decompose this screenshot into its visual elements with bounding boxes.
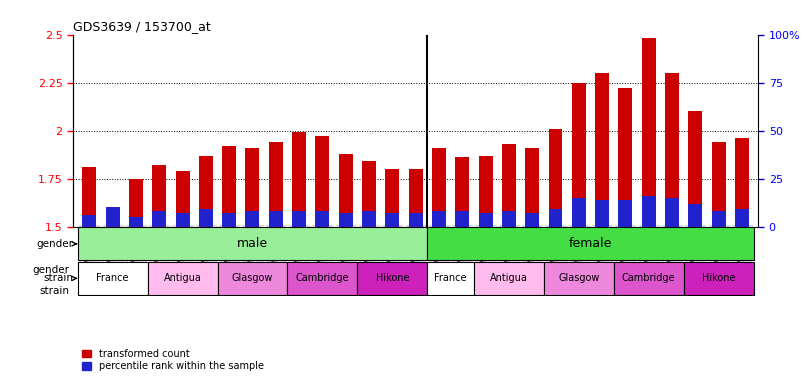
Text: strain: strain bbox=[44, 273, 76, 283]
Bar bbox=[222, 213, 236, 227]
Bar bbox=[175, 171, 190, 227]
Bar bbox=[409, 169, 423, 227]
Bar bbox=[339, 213, 353, 227]
Bar bbox=[502, 144, 516, 227]
Bar bbox=[712, 211, 726, 227]
Bar bbox=[455, 157, 470, 227]
Text: Antigua: Antigua bbox=[164, 273, 201, 283]
Bar bbox=[148, 262, 217, 295]
Bar bbox=[735, 209, 749, 227]
Bar bbox=[572, 198, 586, 227]
Bar bbox=[78, 262, 148, 295]
Bar bbox=[642, 196, 656, 227]
Bar bbox=[665, 73, 679, 227]
Text: male: male bbox=[237, 237, 268, 250]
Text: GDS3639 / 153700_at: GDS3639 / 153700_at bbox=[73, 20, 211, 33]
Bar bbox=[362, 211, 376, 227]
Text: Cambridge: Cambridge bbox=[296, 273, 350, 283]
Bar bbox=[478, 156, 492, 227]
Bar bbox=[129, 179, 143, 227]
Bar bbox=[246, 148, 260, 227]
Bar bbox=[614, 262, 684, 295]
Bar bbox=[409, 213, 423, 227]
Bar bbox=[432, 211, 446, 227]
Bar bbox=[735, 138, 749, 227]
Bar bbox=[478, 213, 492, 227]
Bar bbox=[358, 262, 427, 295]
Bar bbox=[82, 167, 97, 227]
Bar bbox=[292, 211, 306, 227]
Bar bbox=[315, 136, 329, 227]
Bar bbox=[287, 262, 358, 295]
Bar bbox=[152, 165, 166, 227]
Text: Glasgow: Glasgow bbox=[232, 273, 273, 283]
Text: France: France bbox=[435, 273, 467, 283]
Bar bbox=[246, 211, 260, 227]
Bar bbox=[199, 209, 212, 227]
Bar bbox=[619, 200, 633, 227]
Bar bbox=[544, 262, 614, 295]
Text: gender: gender bbox=[36, 239, 76, 249]
Bar bbox=[595, 73, 609, 227]
Bar bbox=[268, 211, 283, 227]
Bar bbox=[217, 262, 287, 295]
Bar bbox=[427, 227, 753, 260]
Bar bbox=[432, 148, 446, 227]
Bar bbox=[385, 213, 399, 227]
Bar bbox=[82, 215, 97, 227]
Bar bbox=[315, 211, 329, 227]
Bar bbox=[642, 38, 656, 227]
Bar bbox=[548, 129, 563, 227]
Bar bbox=[129, 217, 143, 227]
Bar bbox=[595, 200, 609, 227]
Bar bbox=[572, 83, 586, 227]
Text: female: female bbox=[569, 237, 612, 250]
Bar bbox=[362, 161, 376, 227]
Bar bbox=[292, 132, 306, 227]
Bar bbox=[78, 227, 427, 260]
Text: France: France bbox=[97, 273, 129, 283]
Bar bbox=[175, 213, 190, 227]
Bar bbox=[268, 142, 283, 227]
Bar bbox=[548, 209, 563, 227]
Bar bbox=[152, 211, 166, 227]
Bar bbox=[526, 213, 539, 227]
Bar bbox=[689, 111, 702, 227]
Bar bbox=[526, 148, 539, 227]
Text: strain: strain bbox=[39, 286, 69, 296]
Text: Cambridge: Cambridge bbox=[622, 273, 676, 283]
Text: Hikone: Hikone bbox=[702, 273, 736, 283]
Text: Hikone: Hikone bbox=[375, 273, 409, 283]
Bar bbox=[222, 146, 236, 227]
Bar bbox=[385, 169, 399, 227]
Bar bbox=[427, 262, 474, 295]
Text: Antigua: Antigua bbox=[490, 273, 528, 283]
Text: gender: gender bbox=[32, 265, 69, 275]
Legend: transformed count, percentile rank within the sample: transformed count, percentile rank withi… bbox=[78, 345, 268, 375]
Bar bbox=[105, 207, 119, 227]
Bar bbox=[339, 154, 353, 227]
Bar bbox=[199, 156, 212, 227]
Bar bbox=[455, 211, 470, 227]
Bar bbox=[712, 142, 726, 227]
Bar bbox=[105, 207, 119, 227]
Bar bbox=[684, 262, 753, 295]
Bar bbox=[619, 88, 633, 227]
Bar bbox=[665, 198, 679, 227]
Bar bbox=[689, 204, 702, 227]
Bar bbox=[502, 211, 516, 227]
Bar bbox=[474, 262, 544, 295]
Text: Glasgow: Glasgow bbox=[558, 273, 599, 283]
